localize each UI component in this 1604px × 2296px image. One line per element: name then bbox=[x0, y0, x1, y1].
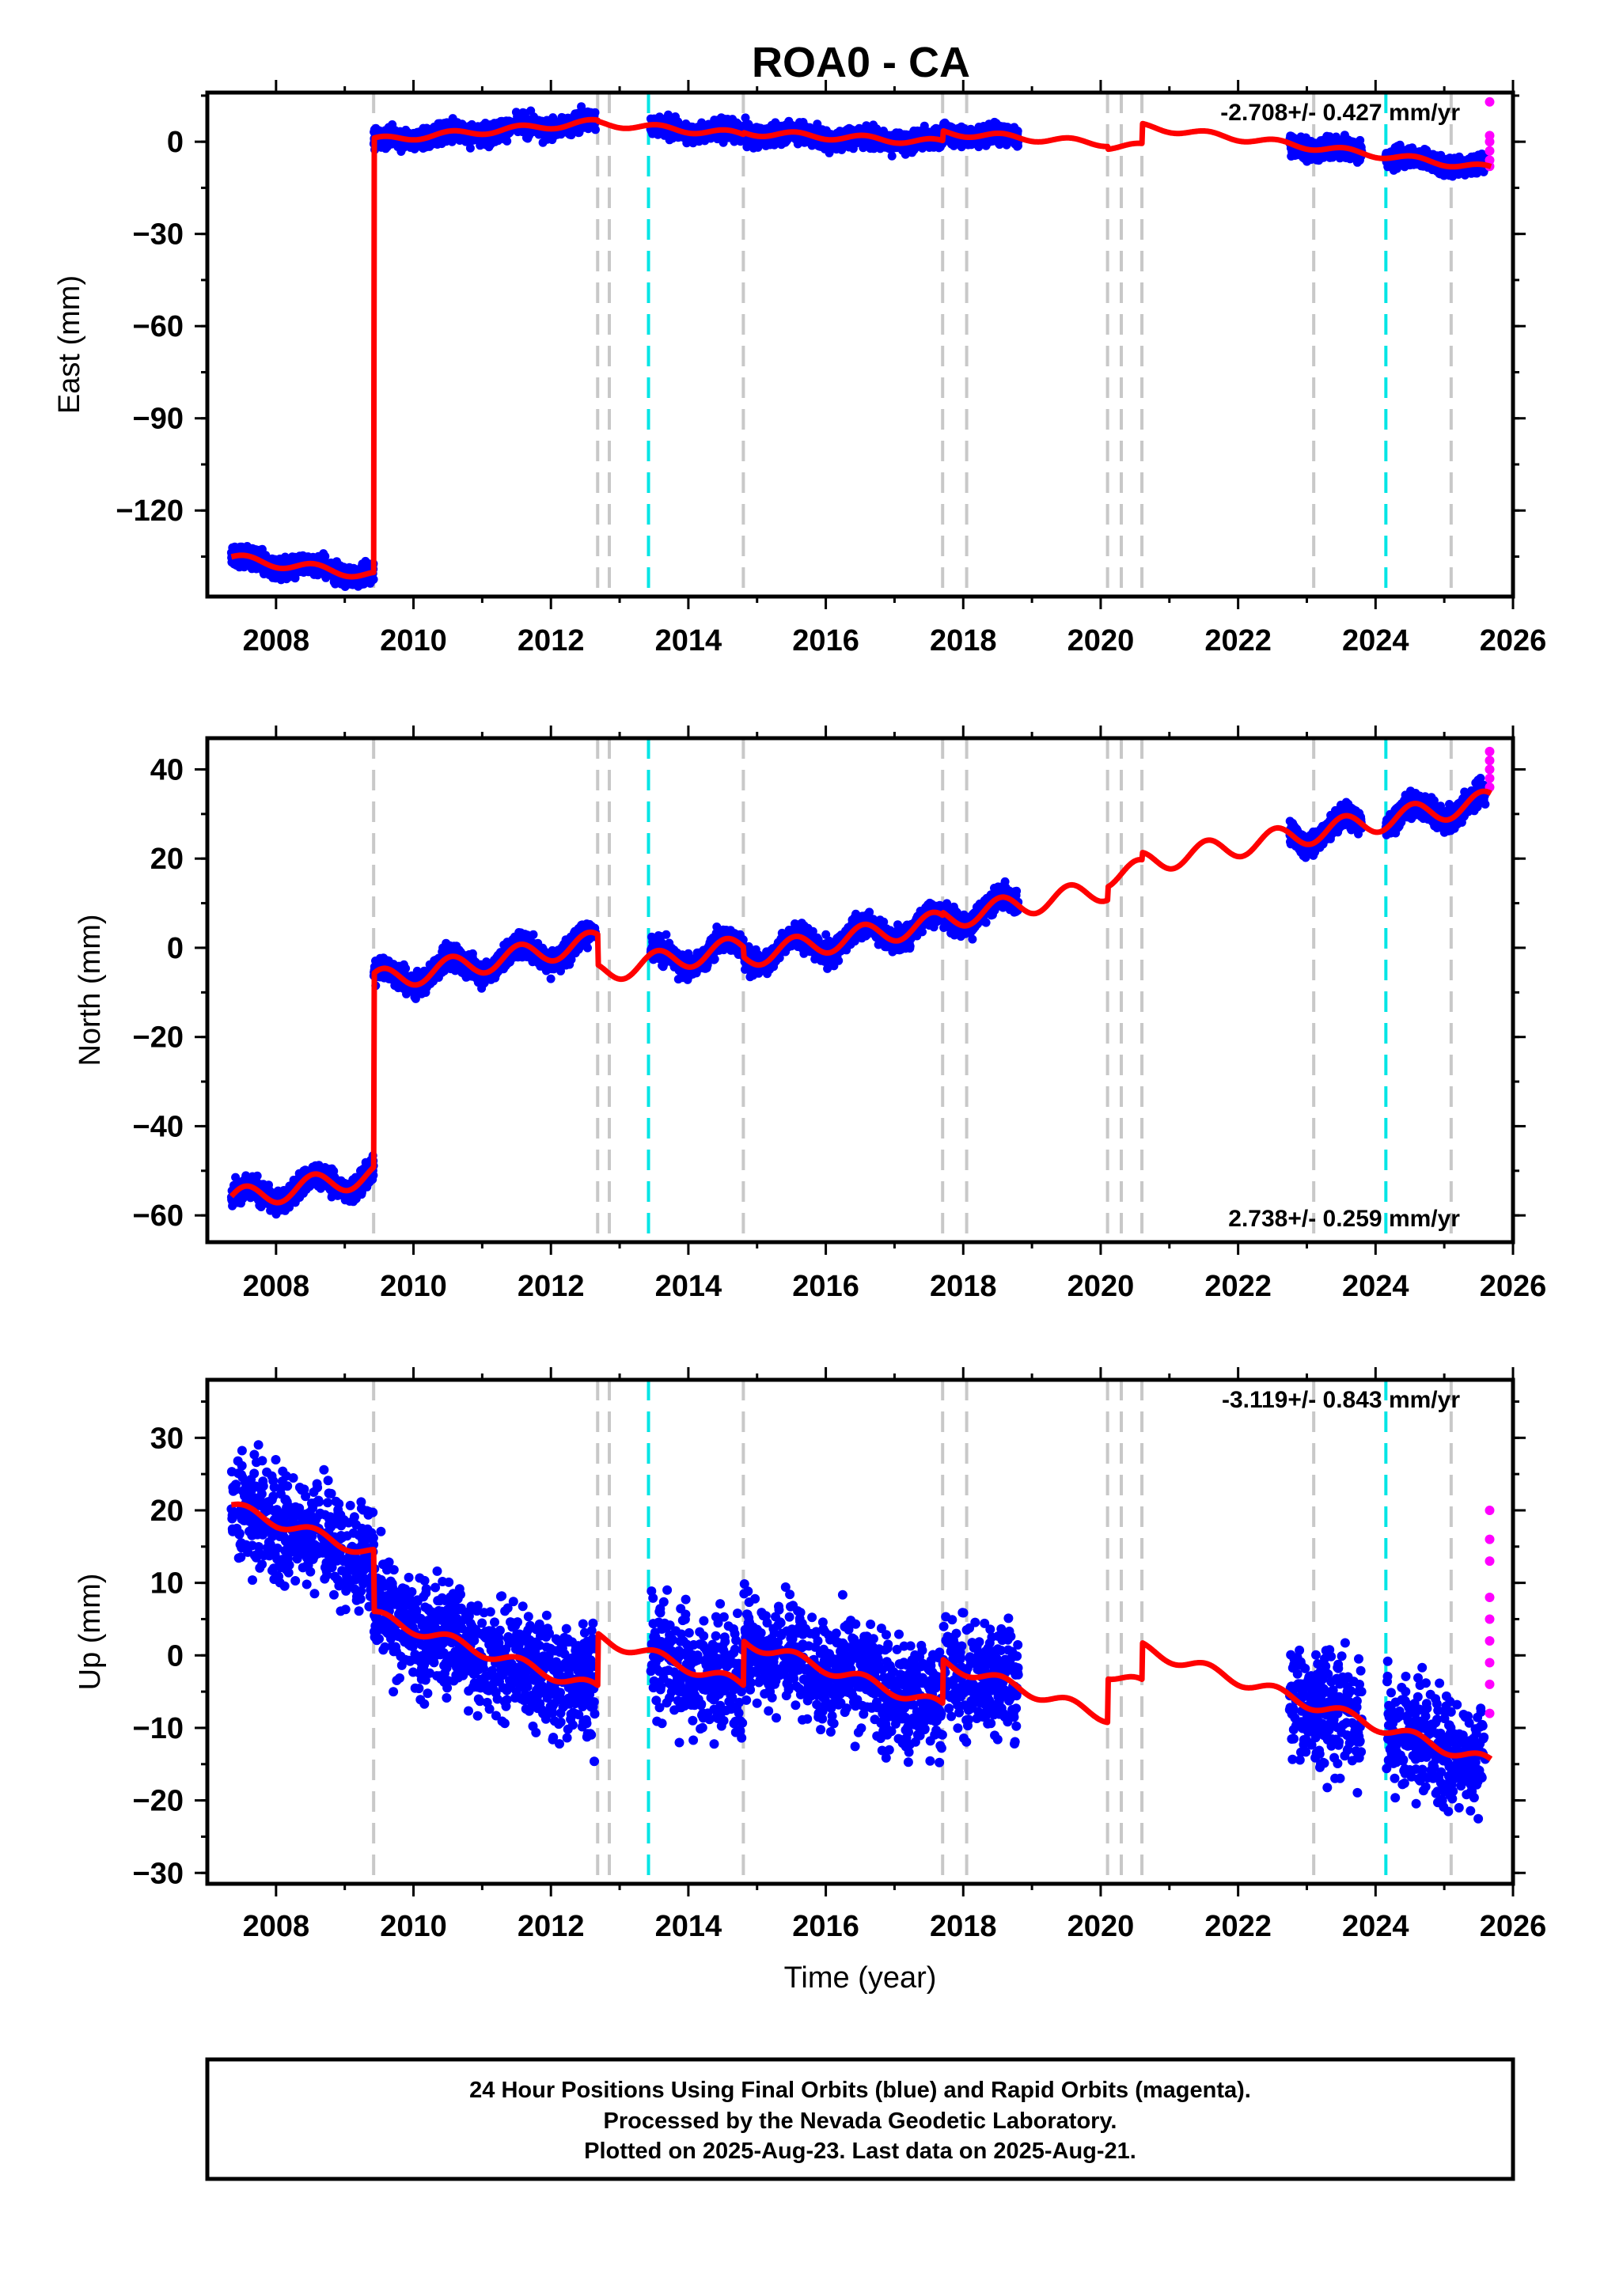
y-tick-label: 0 bbox=[167, 126, 184, 159]
x-tick-label: 2008 bbox=[243, 624, 310, 657]
rapid-orbit-point bbox=[1485, 131, 1495, 141]
y-tick-label: −90 bbox=[133, 403, 184, 436]
plot-area bbox=[226, 93, 1495, 597]
y-tick-label: −120 bbox=[116, 494, 184, 528]
x-tick-label: 2026 bbox=[1480, 624, 1547, 657]
x-tick-label: 2016 bbox=[792, 624, 859, 657]
east-panel: 2008 2010 2012 2014 2016 2018 2020 2022 2024 2026… bbox=[53, 80, 1546, 657]
final-orbit-point bbox=[590, 108, 600, 117]
final-orbit-point bbox=[502, 136, 512, 146]
x-tick-label: 2018 bbox=[930, 624, 997, 657]
x-tick-label: 2012 bbox=[518, 624, 585, 657]
x-tick-label: 2024 bbox=[1342, 624, 1409, 657]
final-orbit-point bbox=[591, 125, 600, 135]
x-tick-label: 2010 bbox=[380, 624, 447, 657]
rapid-orbit-point bbox=[1485, 97, 1495, 107]
final-orbit-point bbox=[465, 143, 475, 153]
final-orbit-point bbox=[290, 574, 300, 583]
x-tick-label: 2014 bbox=[655, 624, 722, 657]
rate-label: -2.708+/- 0.427 mm/yr bbox=[1220, 100, 1460, 126]
x-tick-label: 2022 bbox=[1204, 624, 1272, 657]
x-tick-label: 2020 bbox=[1067, 624, 1135, 657]
chart-title: ROA0 - CA bbox=[752, 39, 970, 86]
y-tick-label: −30 bbox=[133, 218, 184, 252]
y-tick-label: −60 bbox=[133, 310, 184, 343]
final-orbit-point bbox=[887, 151, 897, 161]
y-axis-label: East (mm) bbox=[53, 275, 86, 414]
final-orbit-point bbox=[369, 574, 378, 584]
rapid-orbit-point bbox=[1485, 146, 1495, 156]
